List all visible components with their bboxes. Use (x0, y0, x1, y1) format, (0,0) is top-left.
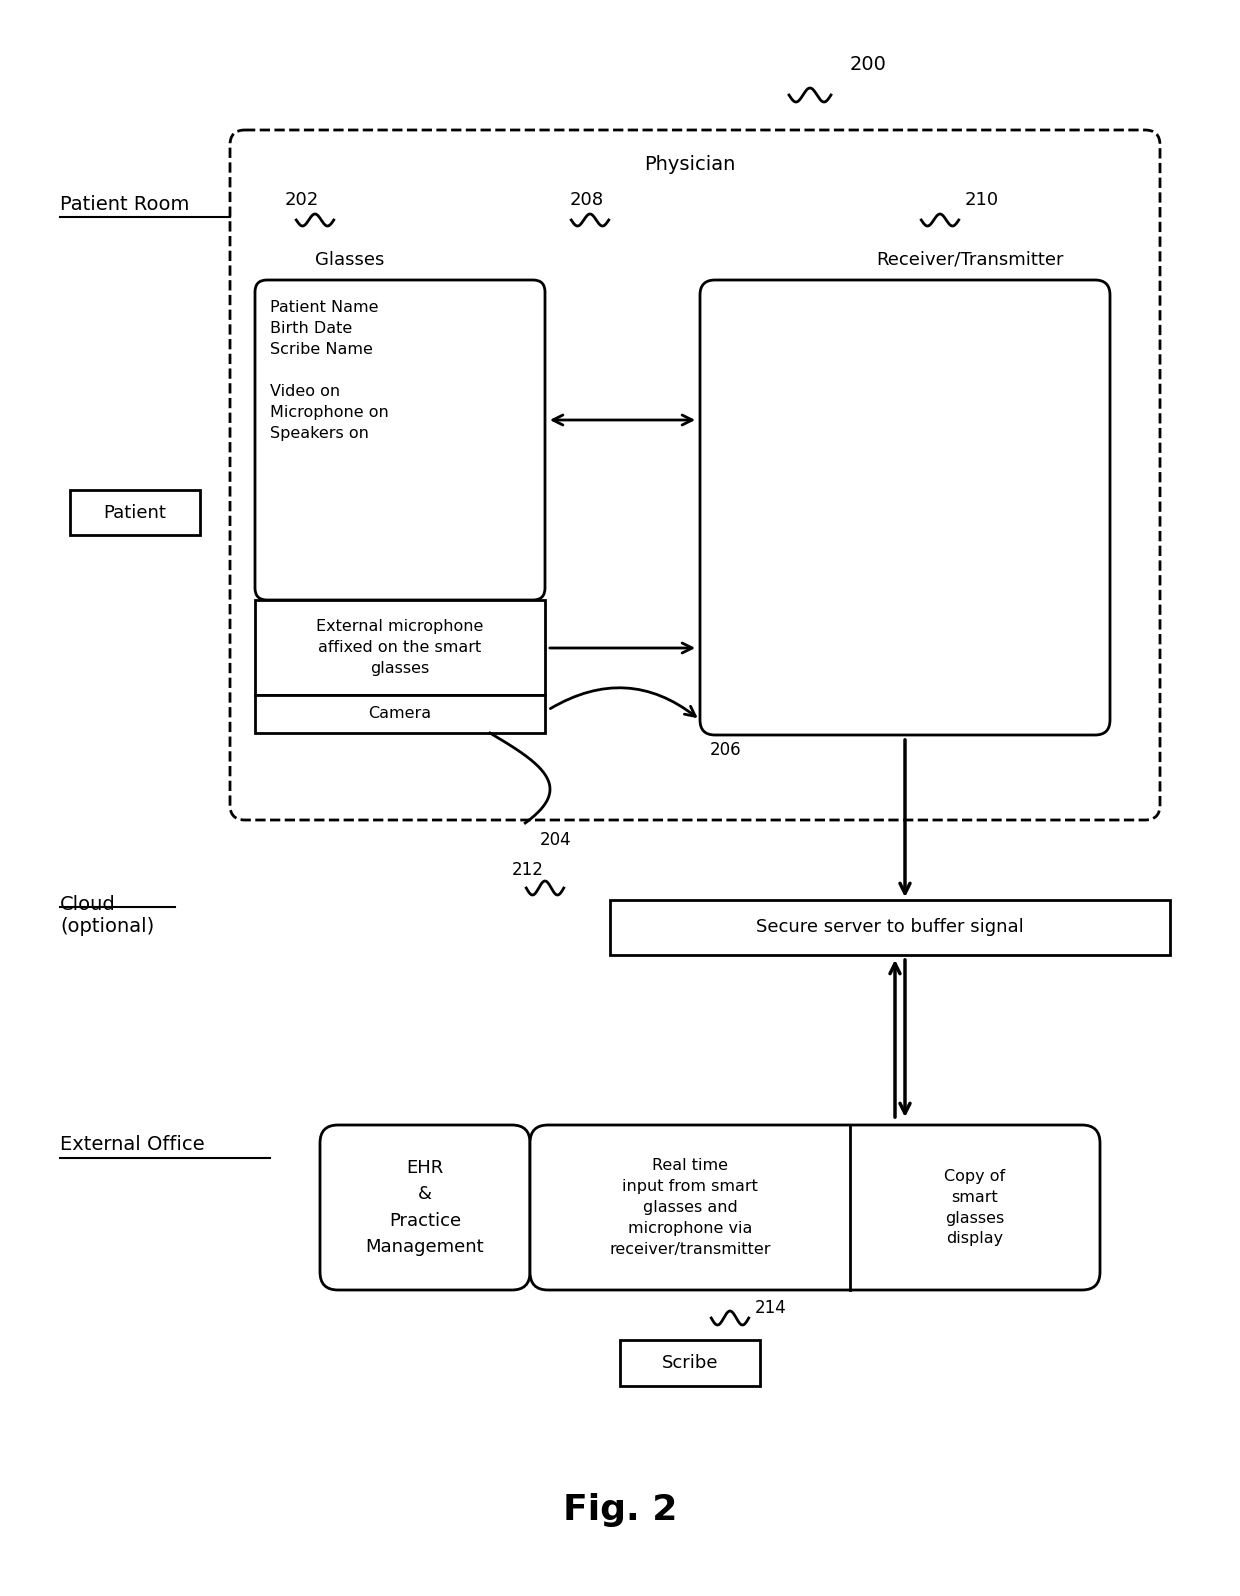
Text: External microphone
affixed on the smart
glasses: External microphone affixed on the smart… (316, 619, 484, 677)
Text: External Office: External Office (60, 1135, 205, 1154)
Text: Real time
input from smart
glasses and
microphone via
receiver/transmitter: Real time input from smart glasses and m… (609, 1159, 771, 1258)
Text: Glasses: Glasses (315, 251, 384, 270)
FancyBboxPatch shape (701, 279, 1110, 736)
FancyBboxPatch shape (620, 1341, 760, 1385)
Text: Fig. 2: Fig. 2 (563, 1492, 677, 1527)
Text: 202: 202 (285, 192, 319, 209)
FancyBboxPatch shape (320, 1125, 529, 1290)
FancyBboxPatch shape (255, 694, 546, 733)
Text: Scribe: Scribe (662, 1353, 718, 1373)
Text: 200: 200 (849, 56, 887, 75)
Text: Patient: Patient (104, 503, 166, 522)
Text: 208: 208 (570, 192, 604, 209)
Text: 206: 206 (711, 741, 742, 760)
FancyBboxPatch shape (69, 490, 200, 535)
Text: Secure server to buffer signal: Secure server to buffer signal (756, 919, 1024, 937)
Text: Physician: Physician (645, 155, 735, 174)
Text: EHR
&
Practice
Management: EHR & Practice Management (366, 1159, 485, 1256)
Text: Patient Name
Birth Date
Scribe Name

Video on
Microphone on
Speakers on: Patient Name Birth Date Scribe Name Vide… (270, 300, 389, 440)
FancyBboxPatch shape (610, 900, 1171, 954)
Text: 210: 210 (965, 192, 999, 209)
FancyBboxPatch shape (229, 129, 1159, 820)
Text: 204: 204 (539, 832, 572, 849)
Text: 214: 214 (755, 1299, 786, 1317)
FancyBboxPatch shape (529, 1125, 1100, 1290)
FancyBboxPatch shape (255, 600, 546, 694)
Text: Camera: Camera (368, 707, 432, 721)
FancyBboxPatch shape (255, 279, 546, 600)
Text: Copy of
smart
glasses
display: Copy of smart glasses display (945, 1168, 1006, 1246)
Text: Cloud
(optional): Cloud (optional) (60, 895, 154, 935)
Text: 212: 212 (512, 860, 544, 879)
Text: Patient Room: Patient Room (60, 195, 190, 214)
Text: Receiver/Transmitter: Receiver/Transmitter (877, 251, 1064, 270)
